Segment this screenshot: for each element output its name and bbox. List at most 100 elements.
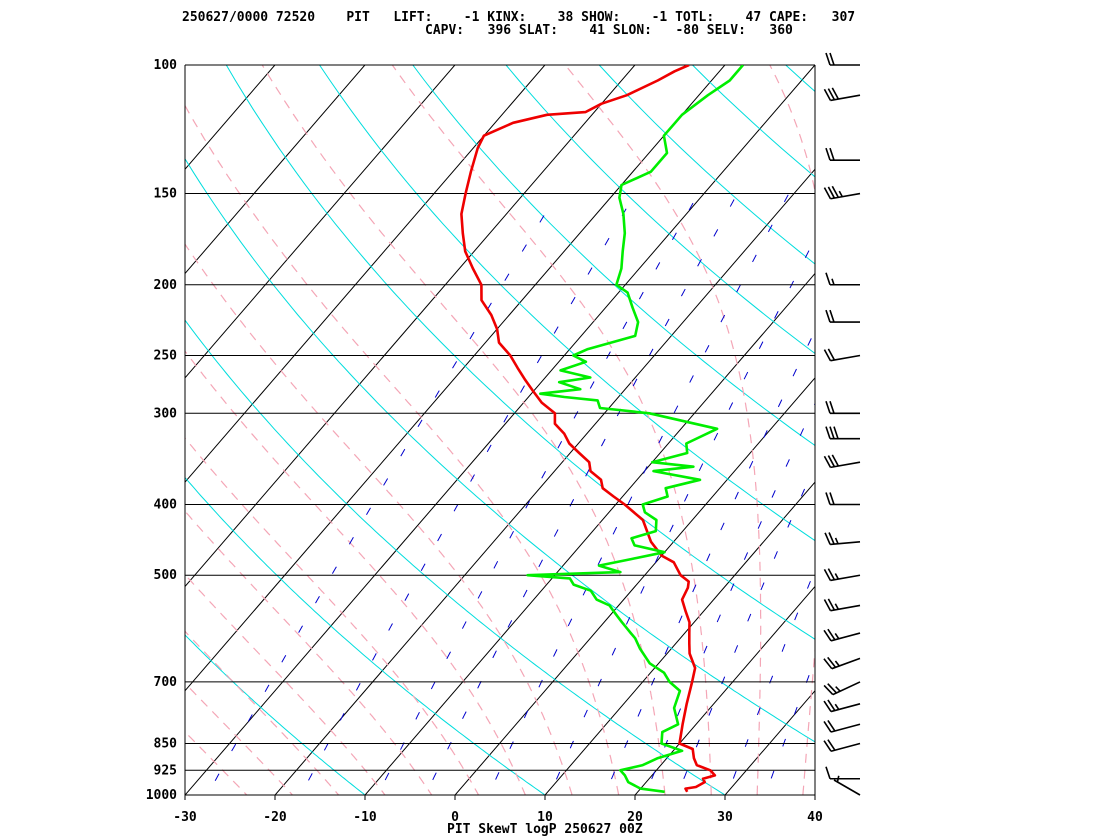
wind-barb-325 [825, 426, 860, 440]
wind-barb-225 [825, 309, 860, 323]
mixing-ratio-line [644, 402, 815, 795]
wind-barb-flag [823, 455, 832, 468]
isotherm-line [185, 65, 636, 588]
isotherm-line [0, 49, 19, 811]
moist-adiabat-line [564, 65, 762, 795]
isotherm-line [454, 377, 815, 795]
wind-barb-flag [823, 700, 832, 713]
wind-barb-400 [825, 492, 860, 506]
wind-barb-staff [830, 574, 861, 582]
isotherm-line [185, 65, 546, 483]
wind-barb-half-flag [835, 686, 841, 692]
wind-barb-100 [825, 52, 860, 66]
temperature-label-20: 20 [627, 810, 643, 825]
wind-barb-flag [823, 684, 834, 696]
wind-barb-staff [830, 541, 861, 546]
wind-barb-staff [831, 657, 861, 670]
moist-adiabat-line [769, 65, 815, 795]
wind-barb-half-flag [834, 603, 840, 610]
wind-barb-flag [827, 348, 836, 361]
moist-adiabat-line [185, 350, 526, 795]
header-line-1: 250627/0000 72520 PIT LIFT: -1 KINX: 38 … [182, 10, 855, 25]
wind-barb-flag [825, 52, 831, 66]
wind-barb-flag [823, 568, 832, 581]
isotherm-line [185, 65, 456, 379]
wind-barb-135 [825, 147, 860, 161]
wind-barb-250 [823, 348, 861, 362]
wind-barb-500 [823, 568, 861, 582]
mixing-ratio-line [604, 329, 815, 795]
dry-adiabat-line [185, 319, 726, 795]
pressure-label-250: 250 [154, 348, 178, 363]
wind-barb-flag [823, 187, 832, 200]
temperature-label-40: 40 [807, 810, 823, 825]
wind-barb-staff [830, 742, 861, 753]
wind-barb-half-flag [834, 633, 840, 640]
pressure-label-1000: 1000 [146, 788, 177, 803]
wind-barb-flag [829, 52, 835, 66]
wind-barb-flag [827, 683, 838, 694]
wind-barb-half-flag [834, 537, 839, 545]
dewpoint-profile [526, 65, 744, 794]
pressure-label-925: 925 [154, 763, 177, 778]
wind-barb-flag [829, 492, 835, 505]
isobar-lines [184, 64, 816, 796]
pressure-label-300: 300 [154, 406, 178, 421]
sounding-profiles [460, 65, 744, 794]
background-grid [0, 49, 1120, 811]
dry-adiabat-line [185, 476, 546, 795]
isotherm-line [185, 65, 276, 170]
wind-barb-flag [825, 309, 831, 323]
moist-adiabat-line [261, 65, 666, 795]
dry-adiabat-line [860, 49, 1120, 811]
temperature-label--20: -20 [263, 810, 287, 825]
isotherm-line [185, 65, 726, 692]
wind-barb-half-flag [834, 660, 840, 667]
wind-barb-staff [830, 703, 861, 713]
wind-barb-flag [831, 185, 840, 198]
isotherm-line [185, 65, 186, 66]
wind-barb-110 [823, 87, 861, 102]
pressure-label-850: 850 [154, 736, 178, 751]
isotherm-line [814, 794, 815, 795]
wind-barb-half-flag [838, 190, 843, 198]
wind-barb-flag [827, 656, 837, 668]
moist-adiabat-line [185, 437, 480, 795]
temperature-label--30: -30 [173, 810, 197, 825]
wind-barb-flag [825, 426, 831, 439]
pressure-label-700: 700 [154, 675, 178, 690]
wind-barb-flag [823, 629, 832, 642]
wind-barb-staff [833, 779, 861, 796]
temperature-label-0: 0 [451, 810, 459, 825]
wind-barb-flag [825, 147, 831, 161]
wind-barb-flag [825, 766, 831, 779]
wind-barb-flag [825, 492, 831, 505]
wind-barb-600 [823, 628, 861, 642]
wind-barb-flag [827, 88, 836, 101]
pressure-label-500: 500 [154, 568, 178, 583]
wind-barb-staff [830, 94, 861, 102]
wind-barb-flag [831, 454, 840, 467]
wind-barb-staff [830, 632, 861, 642]
moist-adiabat-line [185, 731, 248, 795]
wind-barb-flag [824, 532, 831, 545]
wind-barb-flag [829, 147, 835, 161]
wind-barb-800 [823, 719, 861, 733]
isotherm-line [634, 585, 815, 795]
wind-barb-flag [823, 721, 832, 733]
wind-barb-flag [825, 272, 831, 286]
wind-barb-flag [829, 309, 835, 323]
wind-barb-flag [827, 699, 836, 711]
wind-barb-half-flag [834, 703, 840, 710]
temperature-label--10: -10 [353, 810, 377, 825]
wind-barb-flag [831, 87, 840, 100]
mixing-ratio-line [549, 237, 815, 795]
wind-barb-staff [830, 604, 861, 612]
wind-barb-flag [829, 401, 835, 414]
wind-barb-850 [823, 739, 861, 753]
wind-barb-flag [827, 719, 836, 732]
wind-barb-flag [823, 88, 832, 101]
wind-barb-flag [827, 739, 836, 751]
wind-barb-half-flag [831, 278, 835, 286]
